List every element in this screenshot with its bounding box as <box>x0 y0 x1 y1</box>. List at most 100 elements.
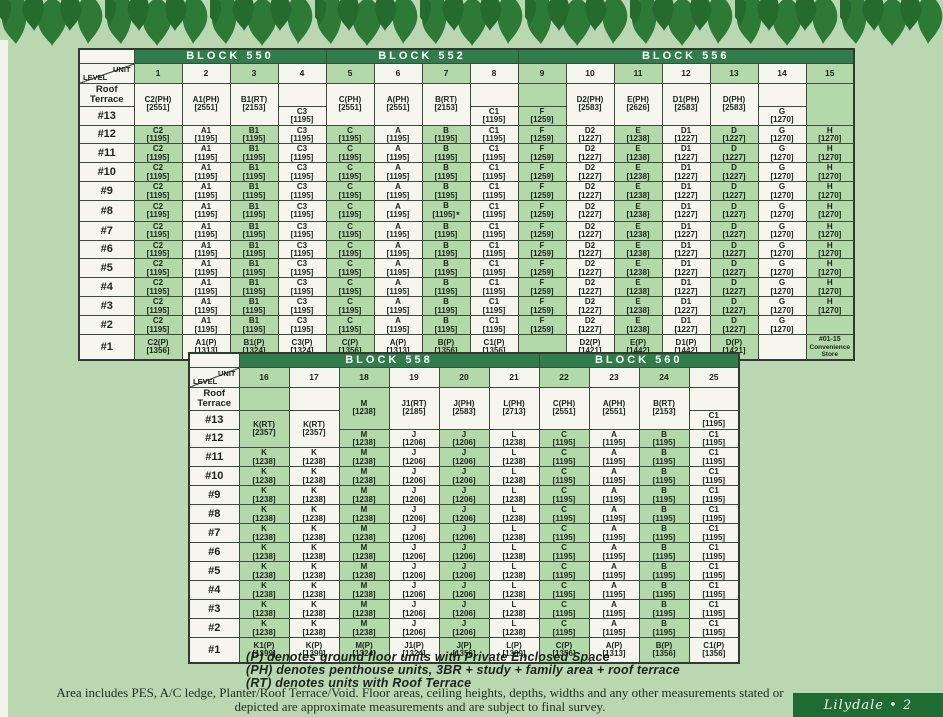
unit-number-header: 12 <box>661 62 711 84</box>
unit-cell: D [1227] <box>709 143 759 164</box>
page-left-margin <box>0 40 8 717</box>
unit-number-header: 17 <box>288 366 340 388</box>
unit-cell: C1 [1195] <box>688 428 740 449</box>
unit-number-header: 21 <box>488 366 540 388</box>
unit-cell: B1 [1195] <box>229 143 279 164</box>
unit-cell: J(PH) [2583] <box>438 386 490 430</box>
unit-cell: A1 [1195] <box>181 258 231 279</box>
unit-cell: K [1238] <box>238 618 290 639</box>
unit-cell: C2 [1195] <box>133 239 183 260</box>
unit-cell: C1 [1195] <box>469 105 519 126</box>
level-label: #13 <box>188 409 240 430</box>
unit-number-header: 15 <box>805 62 855 84</box>
unit-cell: A [1195] <box>588 466 640 487</box>
unit-cell: M [1238] <box>338 561 390 582</box>
unit-cell: K [1238] <box>288 447 340 468</box>
unit-cell: L [1238] <box>488 504 540 525</box>
unit-number-header: 5 <box>325 62 375 84</box>
level-label: #10 <box>78 162 135 183</box>
unit-cell: M [1238] <box>338 447 390 468</box>
unit-cell: M [1238] <box>338 618 390 639</box>
unit-number-header: 16 <box>238 366 290 388</box>
unit-cell: B [1195] <box>421 296 471 317</box>
unit-cell: A [1195] <box>373 181 423 202</box>
unit-cell: C [1195] <box>325 315 375 336</box>
corner-unit-label: UNIT <box>113 64 131 74</box>
unit-number-header: 18 <box>338 366 390 388</box>
unit-cell: E [1238] <box>613 181 663 202</box>
unit-cell: C [1195] <box>325 124 375 145</box>
unit-cell: C2(PH) [2551] <box>133 82 183 126</box>
unit-cell: C1 [1195] <box>688 485 740 506</box>
unit-cell: A [1195] <box>588 485 640 506</box>
footnote-p: (P) denotes ground floor units with Priv… <box>246 650 610 664</box>
unit-cell: E [1238] <box>613 124 663 145</box>
unit-cell: B(RT) [2153] <box>421 82 471 126</box>
empty-cell <box>469 82 519 107</box>
unit-cell: C3 [1195] <box>277 296 327 317</box>
level-label: Roof Terrace <box>188 386 240 411</box>
footnote-rt: (RT) denotes units with Roof Terrace <box>246 676 472 691</box>
unit-cell: A1(PH) [2551] <box>181 82 231 126</box>
level-label: #11 <box>78 143 135 164</box>
level-label: #8 <box>78 200 135 222</box>
unit-cell: M [1238] <box>338 428 390 449</box>
unit-cell: F [1259] <box>517 220 567 241</box>
unit-level-corner: UNIT LEVEL <box>78 62 135 84</box>
unit-cell: A [1195] <box>373 162 423 183</box>
unit-cell: A1 [1195] <box>181 315 231 336</box>
unit-cell: K [1238] <box>238 447 290 468</box>
unit-cell: G [1270] <box>757 315 807 336</box>
unit-number-header: 9 <box>517 62 567 84</box>
unit-cell: C [1195] <box>325 258 375 279</box>
unit-cell: D1 [1227] <box>661 258 711 279</box>
unit-cell: C3 [1195] <box>277 258 327 279</box>
unit-cell: C2 [1195] <box>133 162 183 183</box>
unit-cell: L [1238] <box>488 523 540 544</box>
leaf-border <box>0 0 943 46</box>
unit-cell: C1(P) [1356] <box>688 637 740 664</box>
unit-cell: C [1195] <box>538 523 590 544</box>
unit-cell: B [1195] <box>638 447 690 468</box>
unit-cell: D [1227] <box>709 220 759 241</box>
unit-cell: B [1195] <box>421 220 471 241</box>
unit-cell: A [1195] <box>588 561 640 582</box>
unit-cell: E [1238] <box>613 239 663 260</box>
unit-cell: L [1238] <box>488 485 540 506</box>
unit-cell: H [1270] <box>805 296 855 317</box>
unit-cell: D2 [1227] <box>565 277 615 298</box>
unit-cell: A [1195] <box>588 599 640 620</box>
unit-cell: J [1206] <box>388 447 440 468</box>
unit-cell: C3 [1195] <box>277 162 327 183</box>
level-label: Roof Terrace <box>78 82 135 107</box>
unit-cell: A1 [1195] <box>181 200 231 222</box>
unit-cell: A [1195] <box>588 618 640 639</box>
unit-cell: D1 [1227] <box>661 143 711 164</box>
unit-cell: F [1259] <box>517 124 567 145</box>
unit-cell: F [1259] <box>517 105 567 126</box>
level-label: #7 <box>78 220 135 241</box>
unit-cell: B1 [1195] <box>229 277 279 298</box>
unit-cell: J [1206] <box>438 618 490 639</box>
unit-cell: D2 [1227] <box>565 124 615 145</box>
unit-cell: G [1270] <box>757 105 807 126</box>
unit-cell: B1 [1195] <box>229 296 279 317</box>
unit-cell: B [1195] <box>421 315 471 336</box>
unit-cell: C [1195] <box>325 239 375 260</box>
unit-cell: B [1195] <box>638 466 690 487</box>
unit-cell: D [1227] <box>709 296 759 317</box>
unit-cell: D [1227] <box>709 162 759 183</box>
unit-number-header: 13 <box>709 62 759 84</box>
unit-cell: C1 [1195] <box>688 447 740 468</box>
unit-cell: C1 [1195] <box>688 523 740 544</box>
disclaimer-text: Area includes PES, A/C ledge, Planter/Ro… <box>56 685 784 714</box>
unit-cell: C [1195] <box>538 466 590 487</box>
unit-cell: C [1195] <box>538 580 590 601</box>
unit-cell: F [1259] <box>517 162 567 183</box>
empty-cell <box>277 82 327 107</box>
unit-cell: C [1195] <box>325 220 375 241</box>
brand-page-number: Lilydale • 2 <box>823 697 913 713</box>
unit-cell: J [1206] <box>388 580 440 601</box>
level-label: #1 <box>78 334 135 361</box>
